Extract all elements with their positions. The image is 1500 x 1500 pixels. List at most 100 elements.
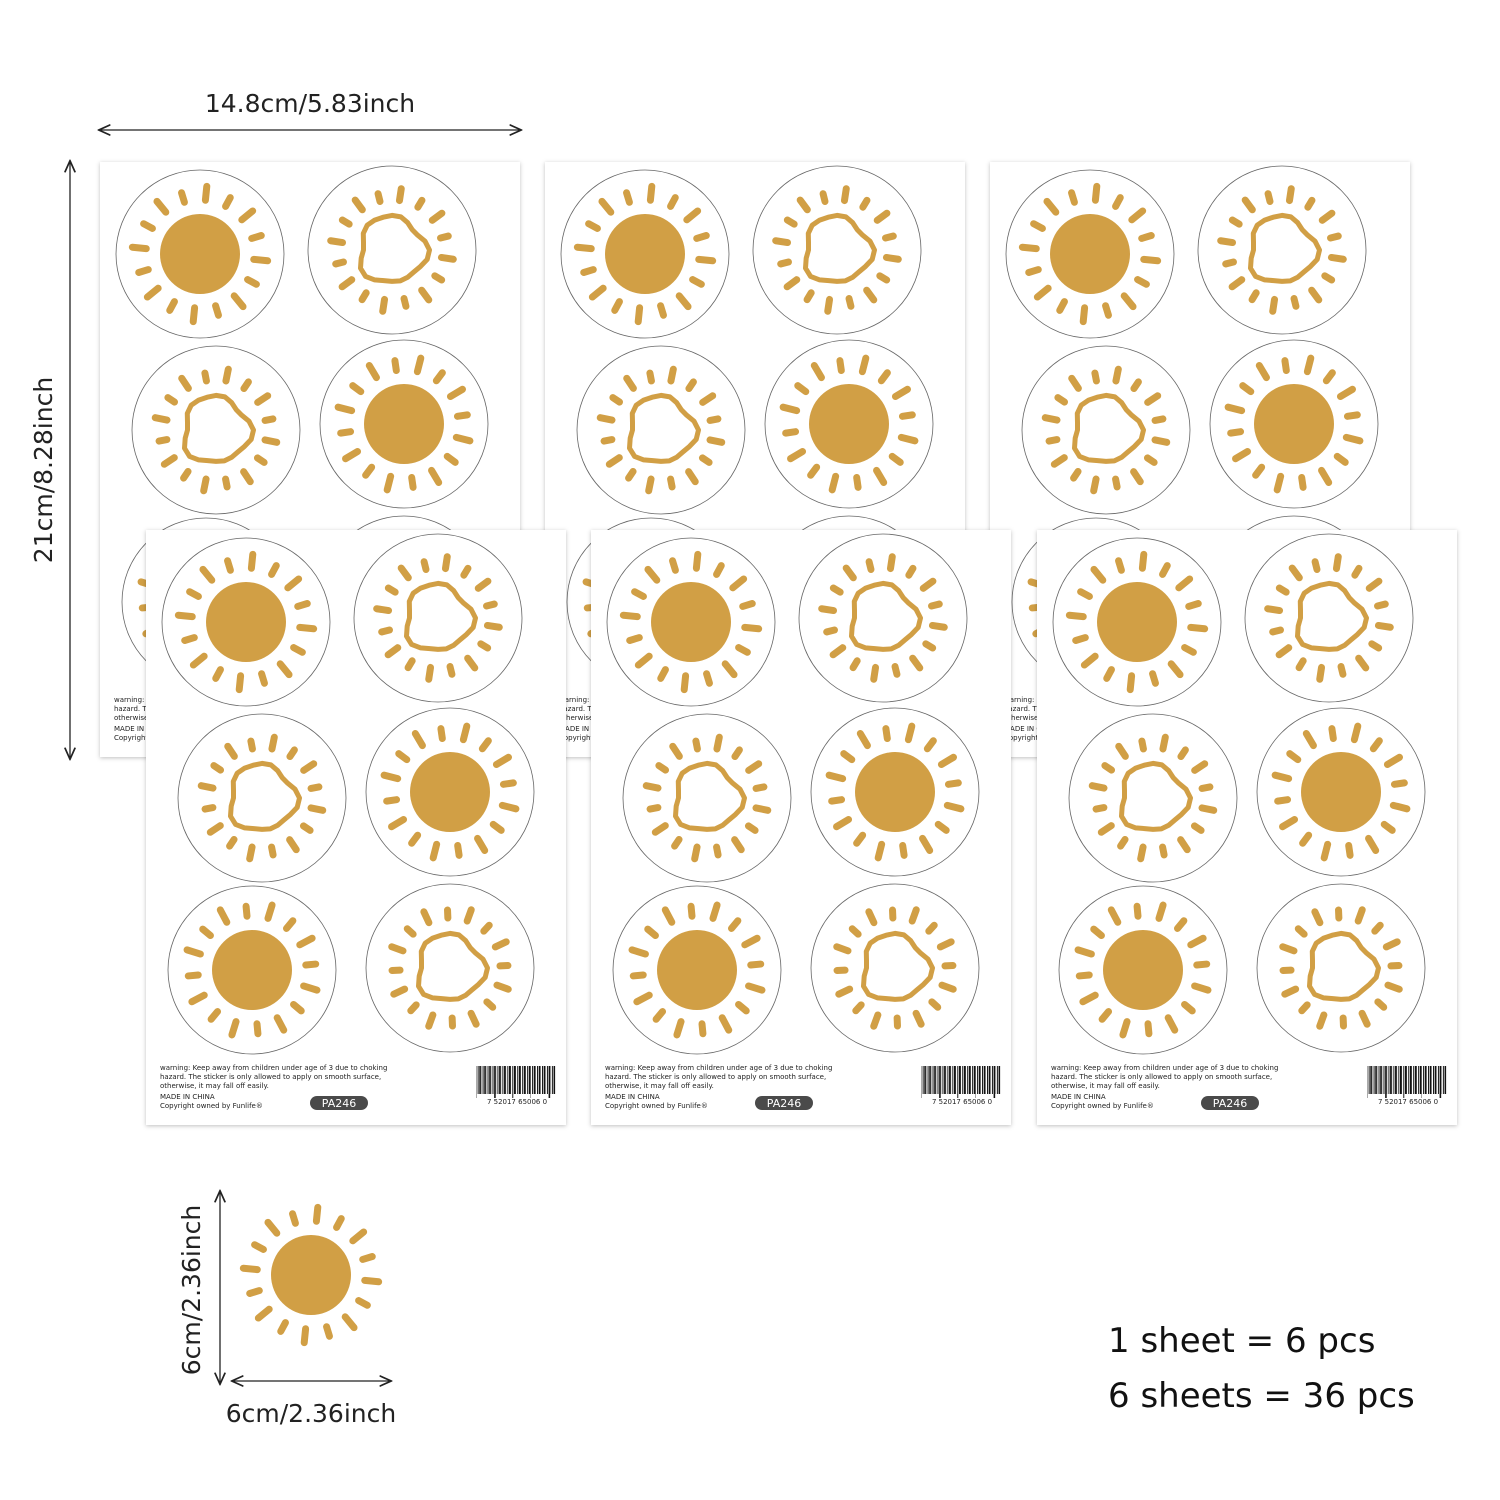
sun-ray bbox=[254, 392, 272, 406]
sun-ray bbox=[338, 276, 356, 291]
sun-ray bbox=[675, 292, 692, 311]
sun-ray bbox=[598, 197, 615, 216]
sun-ray bbox=[200, 475, 210, 495]
origin-text: MADE IN CHINA bbox=[605, 1093, 660, 1101]
sun bbox=[1256, 707, 1426, 877]
sun-ray bbox=[1101, 762, 1116, 774]
sun-ray bbox=[390, 985, 409, 998]
barcode-bar bbox=[1428, 1066, 1430, 1094]
sun-ray bbox=[628, 946, 649, 958]
sun-ray bbox=[667, 194, 679, 210]
sun-ray bbox=[852, 1001, 865, 1015]
sun bbox=[1244, 533, 1414, 703]
sun-core bbox=[212, 930, 292, 1010]
sun-ray bbox=[1374, 998, 1388, 1011]
sun-ray bbox=[1311, 908, 1324, 927]
sun-ray bbox=[1224, 403, 1246, 415]
sun-ray bbox=[1117, 835, 1129, 850]
sun-ray bbox=[1316, 663, 1326, 683]
sun-ray bbox=[199, 565, 216, 584]
sun-ray bbox=[391, 357, 400, 375]
sun-ray bbox=[400, 295, 410, 310]
sun-ray bbox=[467, 1009, 480, 1028]
sun-ray bbox=[428, 209, 446, 224]
sun-ray bbox=[294, 600, 311, 610]
copyright-text: Copyright owned by Funlife® bbox=[605, 1102, 708, 1110]
sun-ray bbox=[224, 557, 234, 574]
barcode-bar bbox=[934, 1066, 936, 1094]
sun-ray bbox=[1134, 276, 1150, 288]
sun-ring bbox=[182, 392, 256, 464]
barcode-bar bbox=[518, 1066, 521, 1094]
sun-ray bbox=[489, 820, 505, 834]
sun-ray bbox=[188, 991, 208, 1006]
sun-ray bbox=[631, 588, 647, 600]
sheets: warning: Keep away from children under a… bbox=[100, 162, 1457, 1125]
sun-ray bbox=[296, 934, 316, 949]
sun-ray bbox=[600, 436, 616, 445]
sun-ray bbox=[877, 369, 891, 385]
sun-ray bbox=[474, 577, 492, 592]
sun-ray bbox=[1070, 467, 1082, 482]
sticker-height: 6cm/2.36inch bbox=[177, 1205, 206, 1375]
sun-ray bbox=[349, 1228, 368, 1245]
sun bbox=[365, 707, 535, 877]
sun-ray bbox=[246, 843, 256, 863]
sun-ray bbox=[667, 365, 677, 385]
origin-text: MADE IN CHINA bbox=[1051, 1093, 1106, 1101]
single-sticker bbox=[239, 1203, 383, 1347]
sun-ray bbox=[858, 354, 870, 376]
sun-ray bbox=[588, 284, 607, 301]
sun bbox=[1209, 339, 1379, 509]
barcode-bar bbox=[996, 1066, 998, 1094]
barcode-bar bbox=[522, 1066, 524, 1094]
barcode-bar bbox=[991, 1066, 993, 1094]
sun-ray bbox=[286, 836, 300, 854]
barcode-bar bbox=[499, 1066, 501, 1094]
sun-ray bbox=[687, 902, 696, 920]
sun-ray bbox=[268, 843, 277, 859]
sun-ray bbox=[1149, 670, 1159, 687]
sun-ray bbox=[709, 901, 721, 922]
sun-ray bbox=[1191, 760, 1209, 774]
sun-ray bbox=[1368, 640, 1383, 652]
sun-ray bbox=[1303, 354, 1315, 376]
sun-ray bbox=[863, 286, 878, 304]
sun-ray bbox=[1068, 374, 1082, 392]
barcode-bar bbox=[927, 1066, 929, 1094]
sun-ray bbox=[1279, 943, 1298, 955]
sun-ray bbox=[228, 1018, 240, 1039]
sun-ray bbox=[928, 998, 942, 1011]
sun-ray bbox=[944, 779, 962, 788]
sun-ray bbox=[1187, 623, 1209, 633]
sun-ray bbox=[865, 558, 875, 573]
sun-ray bbox=[498, 801, 520, 813]
sun-ray bbox=[235, 672, 245, 694]
sun-ray bbox=[908, 906, 920, 925]
sun-ray bbox=[264, 901, 276, 922]
sun-ray bbox=[1033, 284, 1052, 301]
sun-ray bbox=[155, 436, 171, 445]
barcode-bar bbox=[1368, 1066, 1370, 1094]
barcode-bar bbox=[939, 1066, 941, 1098]
sun-ray bbox=[395, 185, 405, 205]
sun-ray bbox=[1255, 362, 1270, 382]
sun-ray bbox=[646, 804, 662, 813]
sun-ray bbox=[206, 822, 224, 836]
sun-ray bbox=[1328, 725, 1337, 743]
sun-ray bbox=[166, 298, 178, 314]
barcode-bar bbox=[492, 1066, 494, 1094]
sun-ray bbox=[1232, 448, 1252, 463]
sun-ring bbox=[358, 212, 432, 284]
sun-ring bbox=[627, 392, 701, 464]
sun-core bbox=[657, 930, 737, 1010]
barcode-bar bbox=[1395, 1066, 1397, 1094]
sun-ray bbox=[300, 1325, 310, 1347]
sun-ray bbox=[1056, 298, 1068, 314]
sun-ray bbox=[828, 472, 840, 494]
sun-ring bbox=[1307, 930, 1381, 1002]
sun-ring bbox=[416, 930, 490, 1002]
sun-ray bbox=[1354, 906, 1366, 925]
sun-ray bbox=[1239, 382, 1255, 396]
sun-ray bbox=[1355, 654, 1370, 672]
